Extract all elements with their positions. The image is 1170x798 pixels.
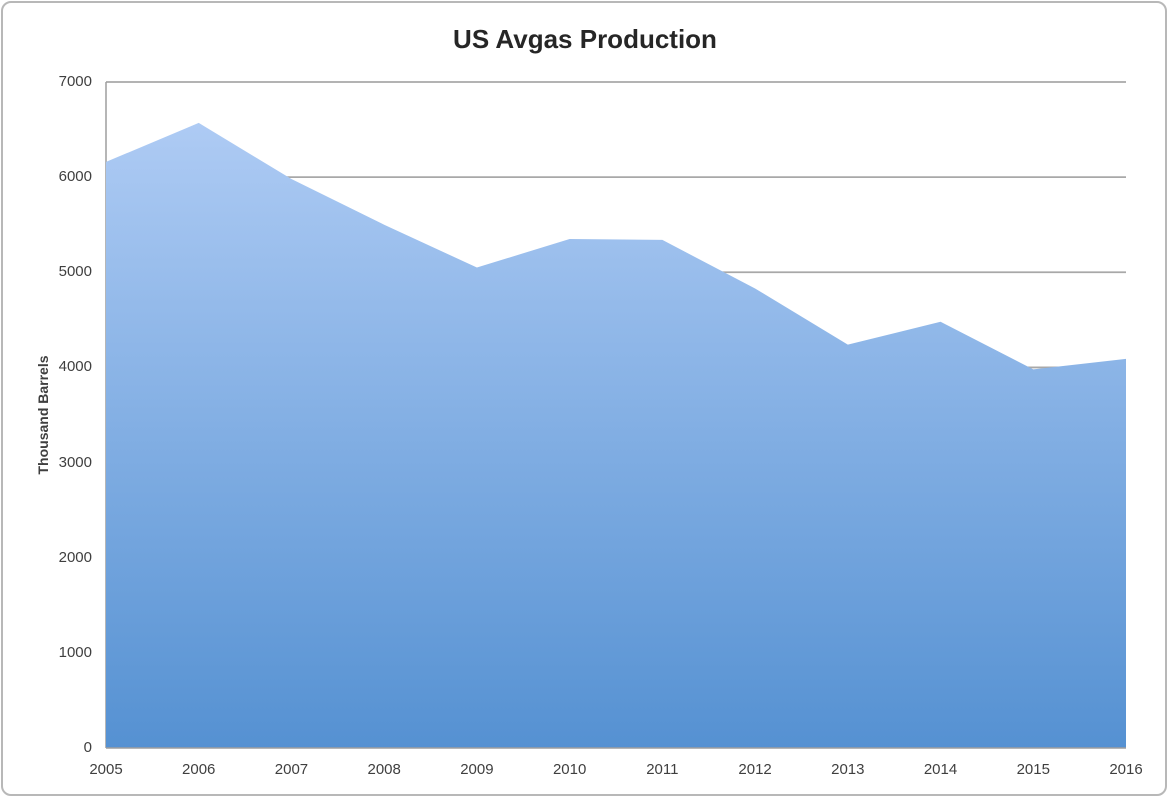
x-tick-label-2006: 2006 [182, 761, 216, 778]
x-tick-label-2013: 2013 [831, 761, 865, 778]
area-series [106, 122, 1126, 748]
x-tick-label-2009: 2009 [460, 761, 494, 778]
x-tick-label-2014: 2014 [923, 761, 958, 778]
y-tick-label-1000: 1000 [58, 643, 92, 661]
x-tick-label-2008: 2008 [367, 761, 401, 778]
x-tick-label-2015: 2015 [1016, 761, 1050, 778]
x-tick-label-2007: 2007 [274, 761, 309, 778]
y-tick-label-3000: 3000 [58, 453, 92, 471]
y-tick-label-4000: 4000 [58, 358, 92, 376]
y-tick-label-5000: 5000 [58, 263, 92, 281]
y-tick-label-7000: 7000 [58, 73, 92, 90]
x-tick-label-2005: 2005 [89, 761, 123, 778]
chart-title: US Avgas Production [453, 24, 717, 54]
y-tick-label-2000: 2000 [58, 548, 92, 566]
x-tick-label-2010: 2010 [552, 761, 587, 778]
x-tick-label-2012: 2012 [738, 761, 772, 778]
y-tick-label-0: 0 [83, 739, 92, 756]
y-tick-label-6000: 6000 [58, 168, 92, 186]
x-tick-label-2016: 2016 [1109, 761, 1143, 778]
x-tick-label-2011: 2011 [646, 761, 679, 778]
